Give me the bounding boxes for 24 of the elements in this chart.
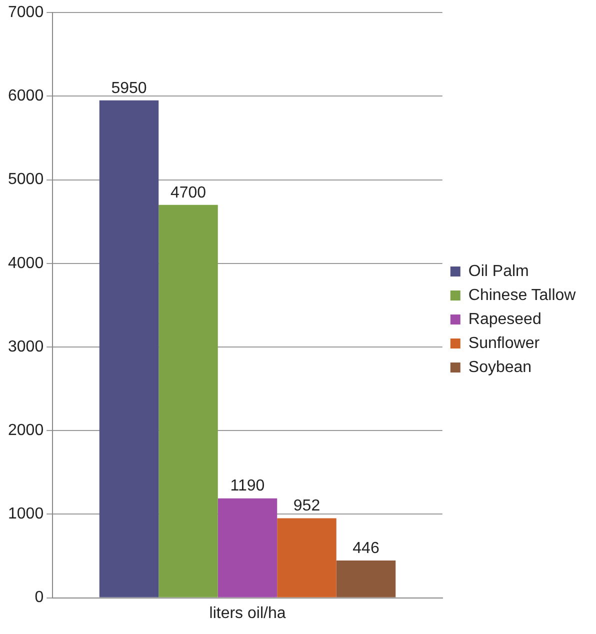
x-tick-label: liters oil/ha	[209, 604, 286, 622]
bar	[336, 560, 396, 598]
data-label: 1190	[230, 478, 265, 495]
y-tick-label: 1000	[8, 506, 44, 523]
y-tick-label: 2000	[8, 422, 44, 440]
y-tick-label: 6000	[8, 88, 44, 105]
legend-label: Chinese Tallow	[468, 286, 576, 304]
bar	[277, 518, 336, 598]
y-tick-label: 4000	[8, 254, 44, 272]
y-tick-label: 5000	[8, 171, 44, 188]
legend-label: Sunflower	[468, 334, 540, 352]
y-tick-label: 0	[34, 589, 44, 606]
bar	[158, 204, 218, 598]
legend-label: Oil Palm	[468, 262, 529, 280]
legend-label: Rapeseed	[468, 310, 542, 328]
y-tick-label: 3000	[8, 338, 44, 356]
data-label: 5950	[111, 80, 147, 97]
data-label: 446	[352, 540, 380, 557]
data-label: 4700	[170, 184, 206, 202]
data-label: 952	[293, 498, 320, 515]
bar	[218, 498, 278, 598]
legend-label: Soybean	[468, 358, 532, 376]
y-tick-label: 7000	[8, 4, 44, 22]
bar	[99, 100, 159, 598]
